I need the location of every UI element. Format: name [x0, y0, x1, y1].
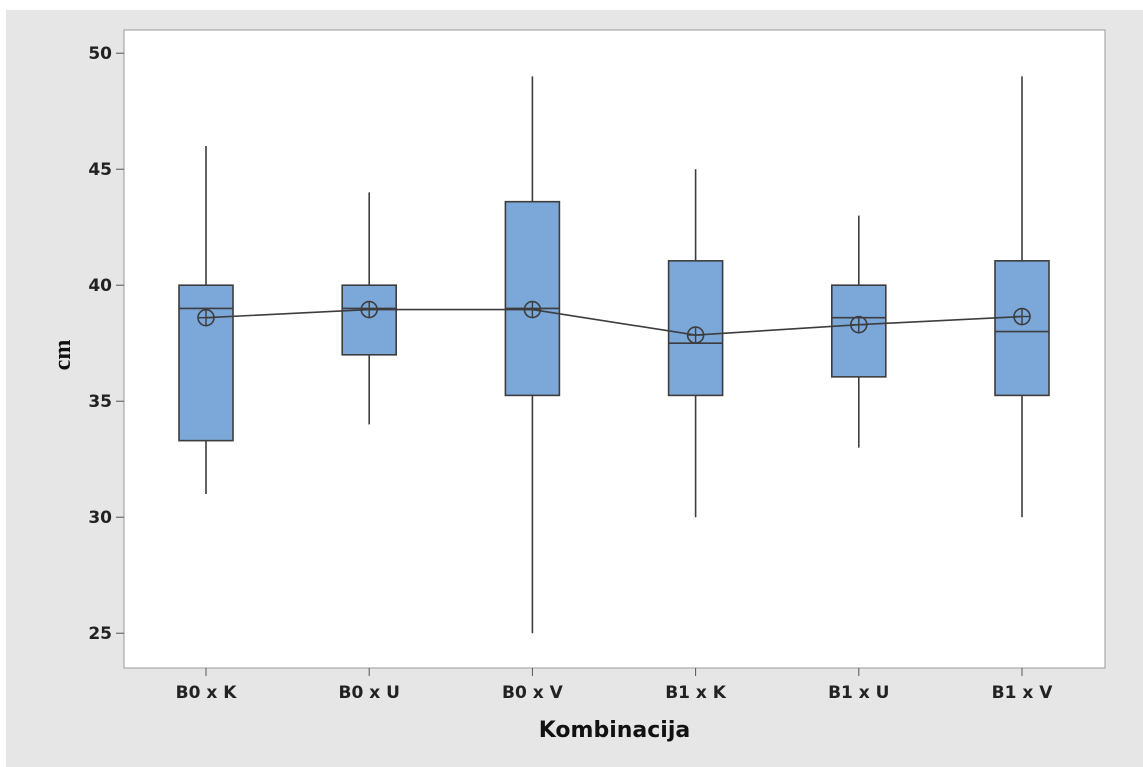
- y-axis-title: cm: [50, 340, 76, 371]
- x-tick-label: B0 x V: [502, 683, 564, 703]
- y-axis: 25 30 35 40 45 50: [88, 44, 124, 644]
- x-axis-title: Kombinacija: [539, 718, 690, 743]
- mean-marker: [523, 300, 542, 319]
- box-group: [504, 76, 561, 634]
- iqr-box: [341, 284, 398, 356]
- y-tick-label: 40: [88, 276, 112, 296]
- mean-marker: [197, 308, 215, 327]
- y-tick-label: 50: [88, 44, 112, 64]
- mean-marker: [686, 326, 705, 344]
- x-tick-label: B1 x V: [992, 683, 1054, 703]
- y-tick-label: 30: [88, 508, 112, 528]
- box-group: [667, 169, 724, 518]
- box-group: [341, 192, 398, 425]
- plot-panel: [123, 29, 1106, 669]
- x-tick-label: B1 x K: [665, 683, 727, 703]
- x-tick-label: B1 x U: [828, 683, 889, 703]
- y-tick-label: 45: [88, 160, 112, 180]
- mean-connect-line: [205, 308, 1023, 336]
- iqr-box: [994, 260, 1050, 397]
- mean-marker: [360, 300, 379, 319]
- x-tick-label: B0 x U: [338, 683, 399, 703]
- mean-marker: [849, 315, 868, 334]
- x-axis: B0 x K B0 x U B0 x V B1 x K B1 x U B1 x V: [176, 668, 1054, 703]
- y-tick-label: 35: [88, 392, 112, 412]
- box-group: [994, 76, 1050, 518]
- iqr-box: [504, 200, 561, 397]
- mean-marker: [1013, 307, 1031, 326]
- x-tick-label: B0 x K: [176, 683, 238, 703]
- y-tick-label: 25: [88, 624, 112, 644]
- mean-layer: [197, 300, 1031, 344]
